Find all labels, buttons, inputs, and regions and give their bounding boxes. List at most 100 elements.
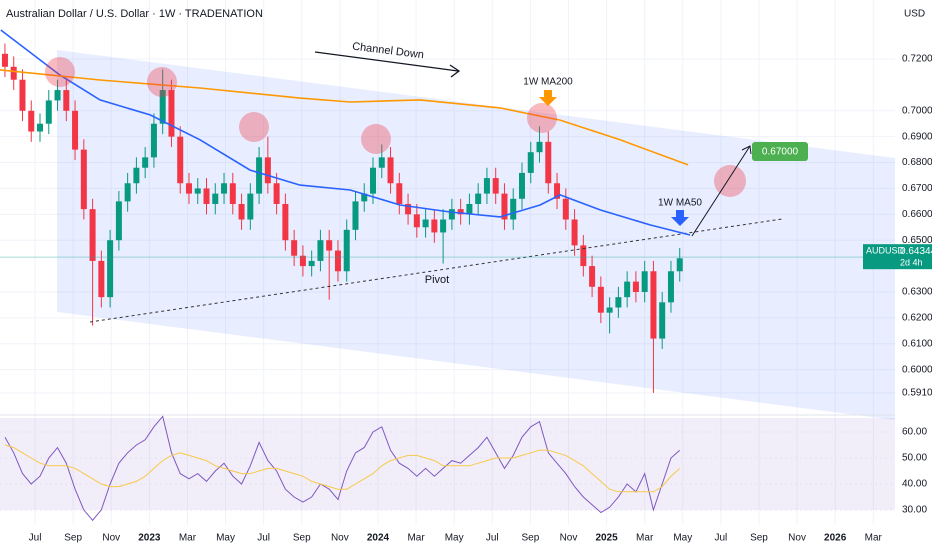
candle-body [396,183,403,204]
candle-body [273,183,280,204]
x-tick-label: Mar [179,533,197,544]
candle-body [624,281,631,298]
candle-body [562,198,569,220]
candle-body [466,203,473,215]
x-tick-label: 2026 [824,533,847,544]
candle-body [440,219,447,233]
candle-body [405,203,412,215]
candle-body [10,66,17,80]
candle-body [168,90,175,137]
channel [57,50,895,420]
candle-body [492,178,499,194]
rsi-line [4,415,681,522]
x-tick-label: Jul [29,533,42,544]
candle-body [264,157,271,184]
candle-body [150,123,157,158]
highlights [45,57,746,197]
candle-body [580,245,587,267]
x-tick-label: Sep [750,533,768,544]
candle-body [475,193,482,204]
moving-average [0,69,689,166]
rsi-line [4,444,681,493]
y-tick-label: 50.00 [902,453,927,464]
ma50-arrow [671,210,689,226]
candle-body [124,183,131,202]
candle-body [378,157,385,168]
candle-body [589,266,596,287]
candle-body [212,193,219,204]
candle-body [159,90,166,124]
x-tick-label: Mar [407,533,425,544]
candle-body [115,201,122,241]
candle-body [571,219,578,246]
candle-body [1,53,8,67]
candle-body [282,203,289,241]
moving-average [0,29,691,236]
x-tick-label: 2023 [138,533,161,544]
candle-body [256,157,263,194]
highlight [147,67,177,97]
x-tick-label: Jul [257,533,270,544]
candle-body [247,193,254,220]
countdown: 2d 4h [900,258,923,268]
candle-body [518,172,525,199]
candle-body [28,110,35,132]
candle-body [483,178,490,194]
ma50-label: 1W MA50 [658,198,702,209]
x-tick-label: Nov [788,533,806,544]
ma200-arrow [539,90,557,106]
candle-body [343,229,350,272]
time-axis [0,525,932,550]
candle-body [291,240,298,256]
candle-body [370,167,377,194]
x-tick-label: Jul [486,533,499,544]
x-tick-label: Mar [865,533,883,544]
last-price-box [863,244,932,270]
candle-body [606,307,613,313]
candle-body [185,183,192,194]
candle-body [19,79,26,111]
candle-body [37,123,44,132]
x-tick-label: Jul [714,533,727,544]
candle-body [527,152,534,173]
x-tick-label: May [673,533,692,544]
highlight [527,103,557,133]
pivot-label: Pivot [425,274,449,286]
x-tick-label: Nov [560,533,578,544]
candle-body [501,193,508,220]
candle-body [203,188,210,204]
currency: USD [904,9,925,20]
candle-body [72,110,79,150]
candle-body [448,209,455,220]
x-tick-label: Nov [331,533,349,544]
x-tick-label: May [216,533,235,544]
moving-averages [0,29,895,258]
channel-arrow [314,51,459,72]
candle-body [413,214,420,228]
arrow-head [449,64,461,78]
candle-body [80,149,87,210]
candle-body [299,255,306,267]
candle-body [98,260,105,298]
symbol-label: AUDUSD [866,246,905,256]
candle-body [142,157,149,168]
y-tick-label: 40.00 [902,479,927,490]
highlight [239,112,269,142]
candle-body [63,90,70,111]
candle-body [536,141,543,153]
pivot-line [89,218,783,323]
candle-body [667,271,674,303]
x-tick-label: Sep [521,533,539,544]
candles [1,43,683,393]
candle-body [659,302,666,339]
last-price-label: 0.64344 [900,246,932,257]
candle-body [554,183,561,199]
